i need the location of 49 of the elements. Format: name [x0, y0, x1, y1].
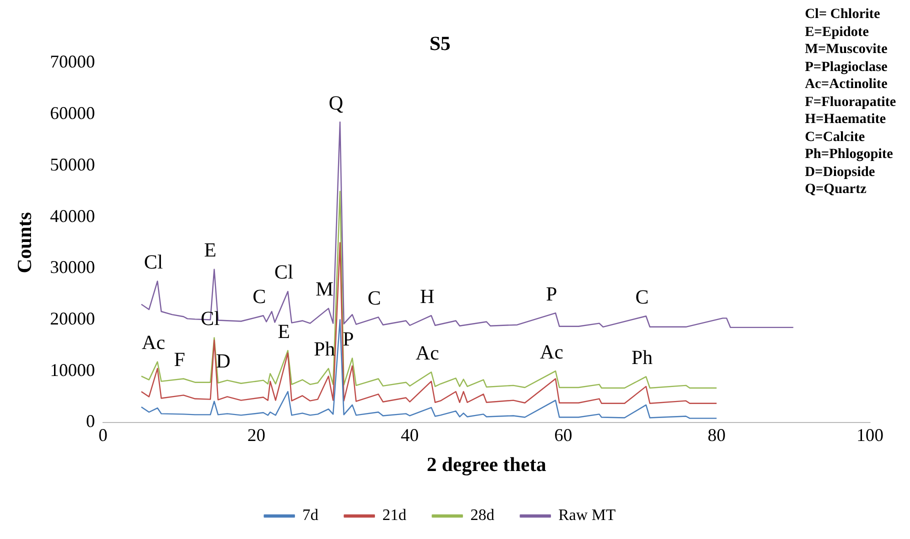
annotation: C=Calcite [804, 128, 866, 146]
text: Cl= Chlorite [804, 6, 882, 24]
x-axis-title: 2 degree theta [426, 454, 546, 476]
annotation: Ph=Phlogopite [804, 146, 894, 164]
annotation: F [174, 349, 186, 372]
text: E=Epidote [804, 24, 870, 41]
annotation: D=Diopside [804, 164, 876, 181]
x-tick-label: 20 [247, 424, 266, 445]
annotation: C [635, 286, 649, 308]
annotation: M [316, 278, 334, 301]
annotation: Q=Quartz [804, 181, 868, 198]
annotation: P [546, 283, 558, 306]
y-tick-label: 0 [86, 411, 95, 432]
y-tick-label: 50000 [50, 154, 95, 174]
y-axis-title: Counts [14, 212, 36, 274]
annotation: D [216, 350, 230, 373]
y-tick-label: 70000 [50, 52, 95, 72]
annotation: P=Plagioclase [804, 58, 888, 76]
annotation: Ac [416, 342, 440, 364]
y-tick-label: 60000 [50, 103, 95, 124]
annotation: Ac=Actinolite [804, 76, 888, 94]
x-tick-label: 60 [554, 424, 572, 445]
annotation: Cl [274, 262, 294, 284]
legend-label: Raw MT [558, 507, 616, 524]
annotation: Q [328, 92, 344, 114]
annotation: C [368, 287, 382, 310]
annotation: F=Fluorapatite [804, 94, 896, 111]
y-tick-label: 10000 [50, 360, 95, 380]
annotation: E [204, 240, 216, 262]
legend-label: 21d [382, 507, 406, 524]
x-tick-label: 0 [98, 424, 108, 445]
annotation: Ac [142, 332, 166, 354]
x-tick-label: 80 [708, 424, 726, 445]
legend-label: 28d [470, 507, 494, 524]
x-tick-label: 100 [856, 424, 884, 445]
annotation: Ph [631, 346, 653, 369]
y-tick-label: 30000 [50, 257, 95, 278]
x-tick-label: 40 [400, 424, 419, 445]
text: M=Muscovite [804, 41, 888, 58]
annotation: C [252, 286, 266, 308]
annotation: Ac [540, 341, 564, 364]
chart-title: S5 [429, 33, 451, 56]
annotation: E [278, 320, 290, 343]
y-tick-label: 40000 [50, 206, 95, 226]
legend-label: 7d [302, 507, 318, 524]
annotation: H [420, 286, 435, 308]
y-tick-label: 20000 [50, 308, 95, 328]
annotation: Cl [144, 251, 164, 274]
annotation: H=Haematite [804, 111, 887, 128]
